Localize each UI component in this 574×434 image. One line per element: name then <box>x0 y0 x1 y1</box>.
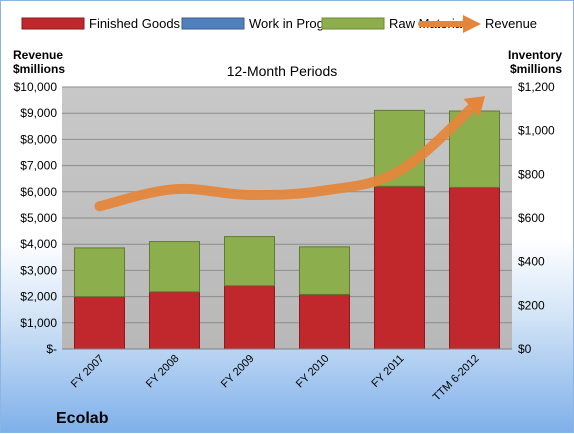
bar-finished-goods <box>300 294 350 349</box>
x-tick-label: TTM 6-2012 <box>431 353 482 404</box>
x-tick-label: FY 2011 <box>369 353 406 390</box>
left-tick-label: $5,000 <box>20 211 57 225</box>
right-tick-label: $600 <box>518 211 545 225</box>
left-axis-ticks: $- $1,000 $2,000 $3,000 $4,000 $5,000 $6,000 $7… <box>14 80 58 356</box>
left-axis-label-line2: $millions <box>13 62 65 76</box>
right-axis-label-line1: Inventory <box>508 48 562 62</box>
bar-raw-materials <box>150 242 200 292</box>
left-tick-label: $7,000 <box>20 159 57 173</box>
bar-raw-materials <box>300 247 350 295</box>
right-tick-label: $1,000 <box>518 124 555 138</box>
left-tick-label: $9,000 <box>20 106 57 120</box>
left-tick-label: $10,000 <box>14 80 58 94</box>
right-tick-label: $800 <box>518 167 545 181</box>
x-tick-label: FY 2007 <box>69 353 107 391</box>
x-tick-label: FY 2008 <box>144 353 182 391</box>
bar-raw-materials <box>75 248 125 297</box>
left-tick-label: $6,000 <box>20 185 57 199</box>
legend: Finished Goods Work in Progress Raw Mate… <box>22 15 537 33</box>
left-tick-label: $8,000 <box>20 132 57 146</box>
x-tick-label: FY 2010 <box>294 353 332 391</box>
bar-finished-goods <box>450 187 500 349</box>
chart-title: 12-Month Periods <box>227 63 338 79</box>
left-tick-label: $1,000 <box>20 316 57 330</box>
legend-label-revenue: Revenue <box>485 16 537 31</box>
left-axis-label-line1: Revenue <box>13 48 63 62</box>
left-tick-label: $2,000 <box>20 290 57 304</box>
legend-swatch-work-in-progress <box>182 18 244 29</box>
bar-finished-goods <box>150 292 200 349</box>
right-tick-label: $1,200 <box>518 80 555 94</box>
x-tick-label: FY 2009 <box>219 353 257 391</box>
right-tick-label: $400 <box>518 255 545 269</box>
bar-raw-materials <box>225 237 275 286</box>
legend-swatch-raw-materials <box>322 18 384 29</box>
legend-swatch-finished-goods <box>22 18 84 29</box>
right-axis-label-line2: $millions <box>510 62 562 76</box>
x-axis-ticks: FY 2007 FY 2008 FY 2009 FY 2010 FY 2011 TTM 6… <box>69 353 482 404</box>
company-name: Ecolab <box>56 410 109 427</box>
right-tick-label: $200 <box>518 298 545 312</box>
bar-finished-goods <box>225 286 275 349</box>
bar-finished-goods <box>75 297 125 349</box>
bar-finished-goods <box>375 186 425 349</box>
left-tick-label: $- <box>46 342 57 356</box>
right-axis-ticks: $0 $200 $400 $600 $800 $1,000 $1,200 <box>518 80 555 356</box>
left-tick-label: $4,000 <box>20 237 57 251</box>
legend-label-finished-goods: Finished Goods <box>89 16 181 31</box>
right-tick-label: $0 <box>518 342 532 356</box>
left-tick-label: $3,000 <box>20 263 57 277</box>
